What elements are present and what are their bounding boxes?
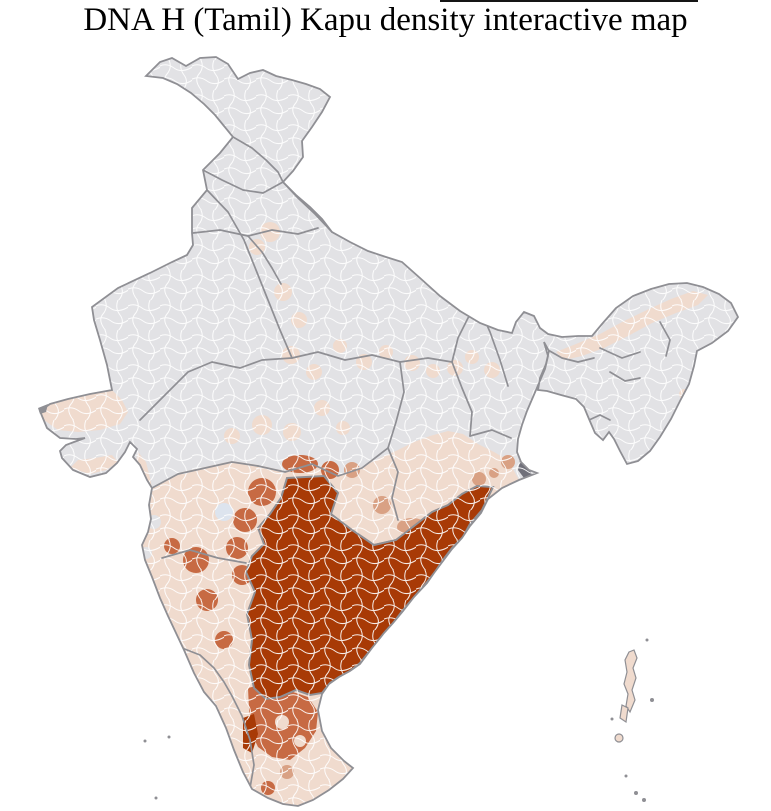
top-edge-artifact — [440, 0, 698, 2]
island-specks — [38, 404, 654, 802]
island-south-andaman — [619, 704, 629, 724]
lakshadweep-a — [143, 739, 147, 743]
lakshadweep-c — [154, 796, 158, 800]
lakshadweep-b — [167, 735, 171, 739]
island-little-andaman — [614, 733, 624, 743]
state-borders — [139, 136, 671, 789]
district-grid — [40, 57, 738, 806]
andaman-nicobar-islands[interactable] — [614, 649, 638, 743]
kutch-west-creek — [38, 404, 48, 414]
region-chennai-coast-nodata — [325, 700, 337, 712]
island-north-andaman — [623, 649, 638, 714]
map-title: DNA H (Tamil) Kapu density interactive m… — [83, 2, 688, 38]
